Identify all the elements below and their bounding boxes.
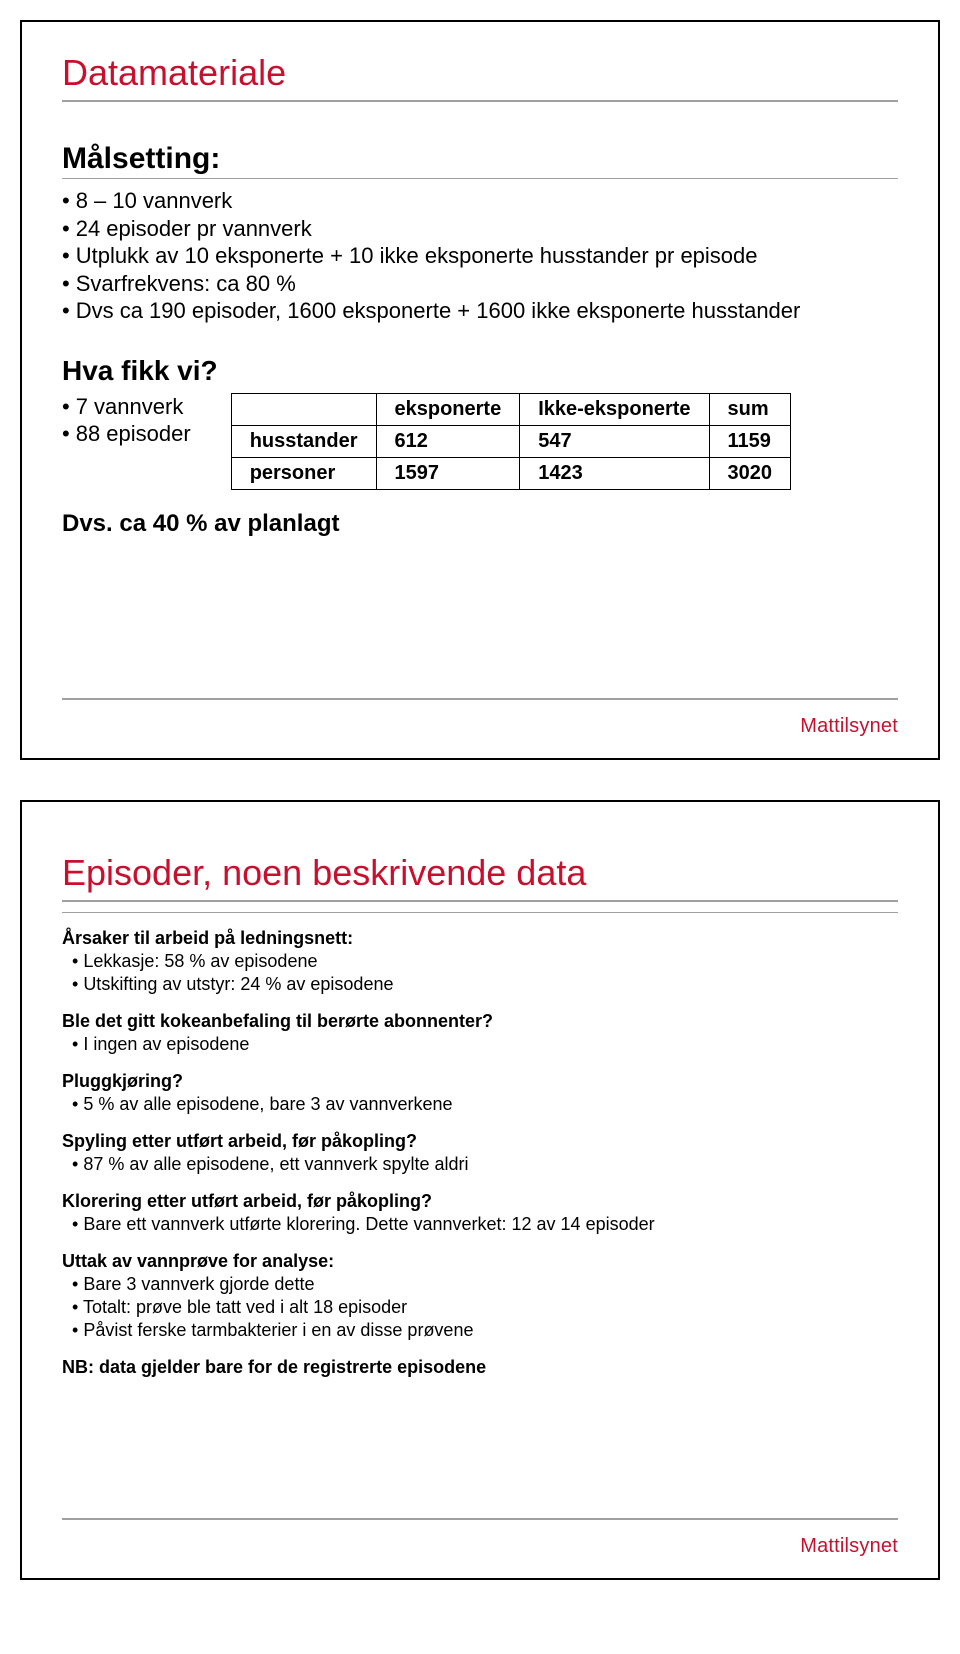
note-text: NB: data gjelder bare for de registrerte… [62, 1356, 898, 1379]
block-item: 5 % av alle episodene, bare 3 av vannver… [62, 1093, 898, 1116]
title-underline [62, 100, 898, 102]
table-row: personer 1597 1423 3020 [231, 457, 790, 489]
block-head: Klorering etter utført arbeid, før påkop… [62, 1190, 898, 1213]
bullet-item: 24 episoder pr vannverk [62, 215, 898, 243]
block-head: Uttak av vannprøve for analyse: [62, 1250, 898, 1273]
block-item: 87 % av alle episodene, ett vannverk spy… [62, 1153, 898, 1176]
data-table: eksponerte Ikke-eksponerte sum husstande… [231, 393, 791, 490]
bullet-item: 7 vannverk [62, 393, 191, 421]
bullet-item: Dvs ca 190 episoder, 1600 eksponerte + 1… [62, 297, 898, 325]
bullet-item: Svarfrekvens: ca 80 % [62, 270, 898, 298]
table-row: eksponerte Ikke-eksponerte sum [231, 393, 790, 425]
subtitle-underline [62, 178, 898, 179]
table-cell: personer [231, 457, 376, 489]
block-item: Totalt: prøve ble tatt ved i alt 18 epis… [62, 1296, 898, 1319]
table-cell: 3020 [709, 457, 791, 489]
table-cell: 1597 [376, 457, 520, 489]
block-item: Lekkasje: 58 % av episodene [62, 950, 898, 973]
block-6: Uttak av vannprøve for analyse: Bare 3 v… [62, 1250, 898, 1342]
slide1-title: Datamateriale [62, 52, 898, 94]
table-cell: 1159 [709, 425, 791, 457]
block-head: Årsaker til arbeid på ledningsnett: [62, 927, 898, 950]
bullet-item: Utplukk av 10 eksponerte + 10 ikke ekspo… [62, 242, 898, 270]
table-cell: 547 [520, 425, 709, 457]
table-row: husstander 612 547 1159 [231, 425, 790, 457]
slide1-left-bullets: 7 vannverk 88 episoder [62, 393, 191, 448]
slide-1: Datamateriale Målsetting: 8 – 10 vannver… [20, 20, 940, 760]
slide1-subtitle: Målsetting: [62, 142, 898, 176]
table-cell: 612 [376, 425, 520, 457]
slide1-heading2: Hva fikk vi? [62, 355, 898, 387]
bullet-item: 88 episoder [62, 420, 191, 448]
block-head: Spyling etter utført arbeid, før påkopli… [62, 1130, 898, 1153]
slide1-bullets: 8 – 10 vannverk 24 episoder pr vannverk … [62, 187, 898, 325]
table-header: Ikke-eksponerte [520, 393, 709, 425]
block-item: Bare ett vannverk utførte klorering. Det… [62, 1213, 898, 1236]
note-block: NB: data gjelder bare for de registrerte… [62, 1356, 898, 1379]
slide2-title: Episoder, noen beskrivende data [62, 852, 898, 894]
two-column-row: 7 vannverk 88 episoder eksponerte Ikke-e… [62, 393, 898, 490]
footer-divider [62, 698, 898, 700]
block-head: Ble det gitt kokeanbefaling til berørte … [62, 1010, 898, 1033]
logo-text: Mattilsynet [800, 715, 898, 738]
block-item: Bare 3 vannverk gjorde dette [62, 1273, 898, 1296]
block-3: Pluggkjøring? 5 % av alle episodene, bar… [62, 1070, 898, 1116]
table-cell-blank [231, 393, 376, 425]
slide-2: Episoder, noen beskrivende data Årsaker … [20, 800, 940, 1580]
body-topline [62, 912, 898, 913]
slide1-footer-line: Dvs. ca 40 % av planlagt [62, 510, 898, 538]
bullet-item: 8 – 10 vannverk [62, 187, 898, 215]
footer-divider [62, 1518, 898, 1520]
block-item: Påvist ferske tarmbakterier i en av diss… [62, 1319, 898, 1342]
table-cell: 1423 [520, 457, 709, 489]
block-2: Ble det gitt kokeanbefaling til berørte … [62, 1010, 898, 1056]
block-5: Klorering etter utført arbeid, før påkop… [62, 1190, 898, 1236]
table-cell: husstander [231, 425, 376, 457]
table-header: sum [709, 393, 791, 425]
block-1: Årsaker til arbeid på ledningsnett: Lekk… [62, 927, 898, 996]
block-item: I ingen av episodene [62, 1033, 898, 1056]
table-header: eksponerte [376, 393, 520, 425]
logo-text: Mattilsynet [800, 1535, 898, 1558]
block-4: Spyling etter utført arbeid, før påkopli… [62, 1130, 898, 1176]
block-item: Utskifting av utstyr: 24 % av episodene [62, 973, 898, 996]
block-head: Pluggkjøring? [62, 1070, 898, 1093]
